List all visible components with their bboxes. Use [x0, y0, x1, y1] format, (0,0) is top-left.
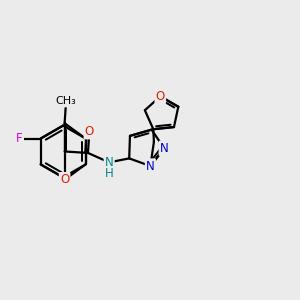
Text: CH₃: CH₃ — [56, 96, 76, 106]
Text: O: O — [85, 125, 94, 138]
Text: O: O — [156, 90, 165, 103]
Text: N: N — [146, 160, 155, 172]
Text: N: N — [105, 156, 113, 169]
Text: N: N — [160, 142, 169, 155]
Text: F: F — [16, 132, 23, 145]
Text: O: O — [60, 173, 69, 186]
Text: H: H — [105, 167, 113, 180]
